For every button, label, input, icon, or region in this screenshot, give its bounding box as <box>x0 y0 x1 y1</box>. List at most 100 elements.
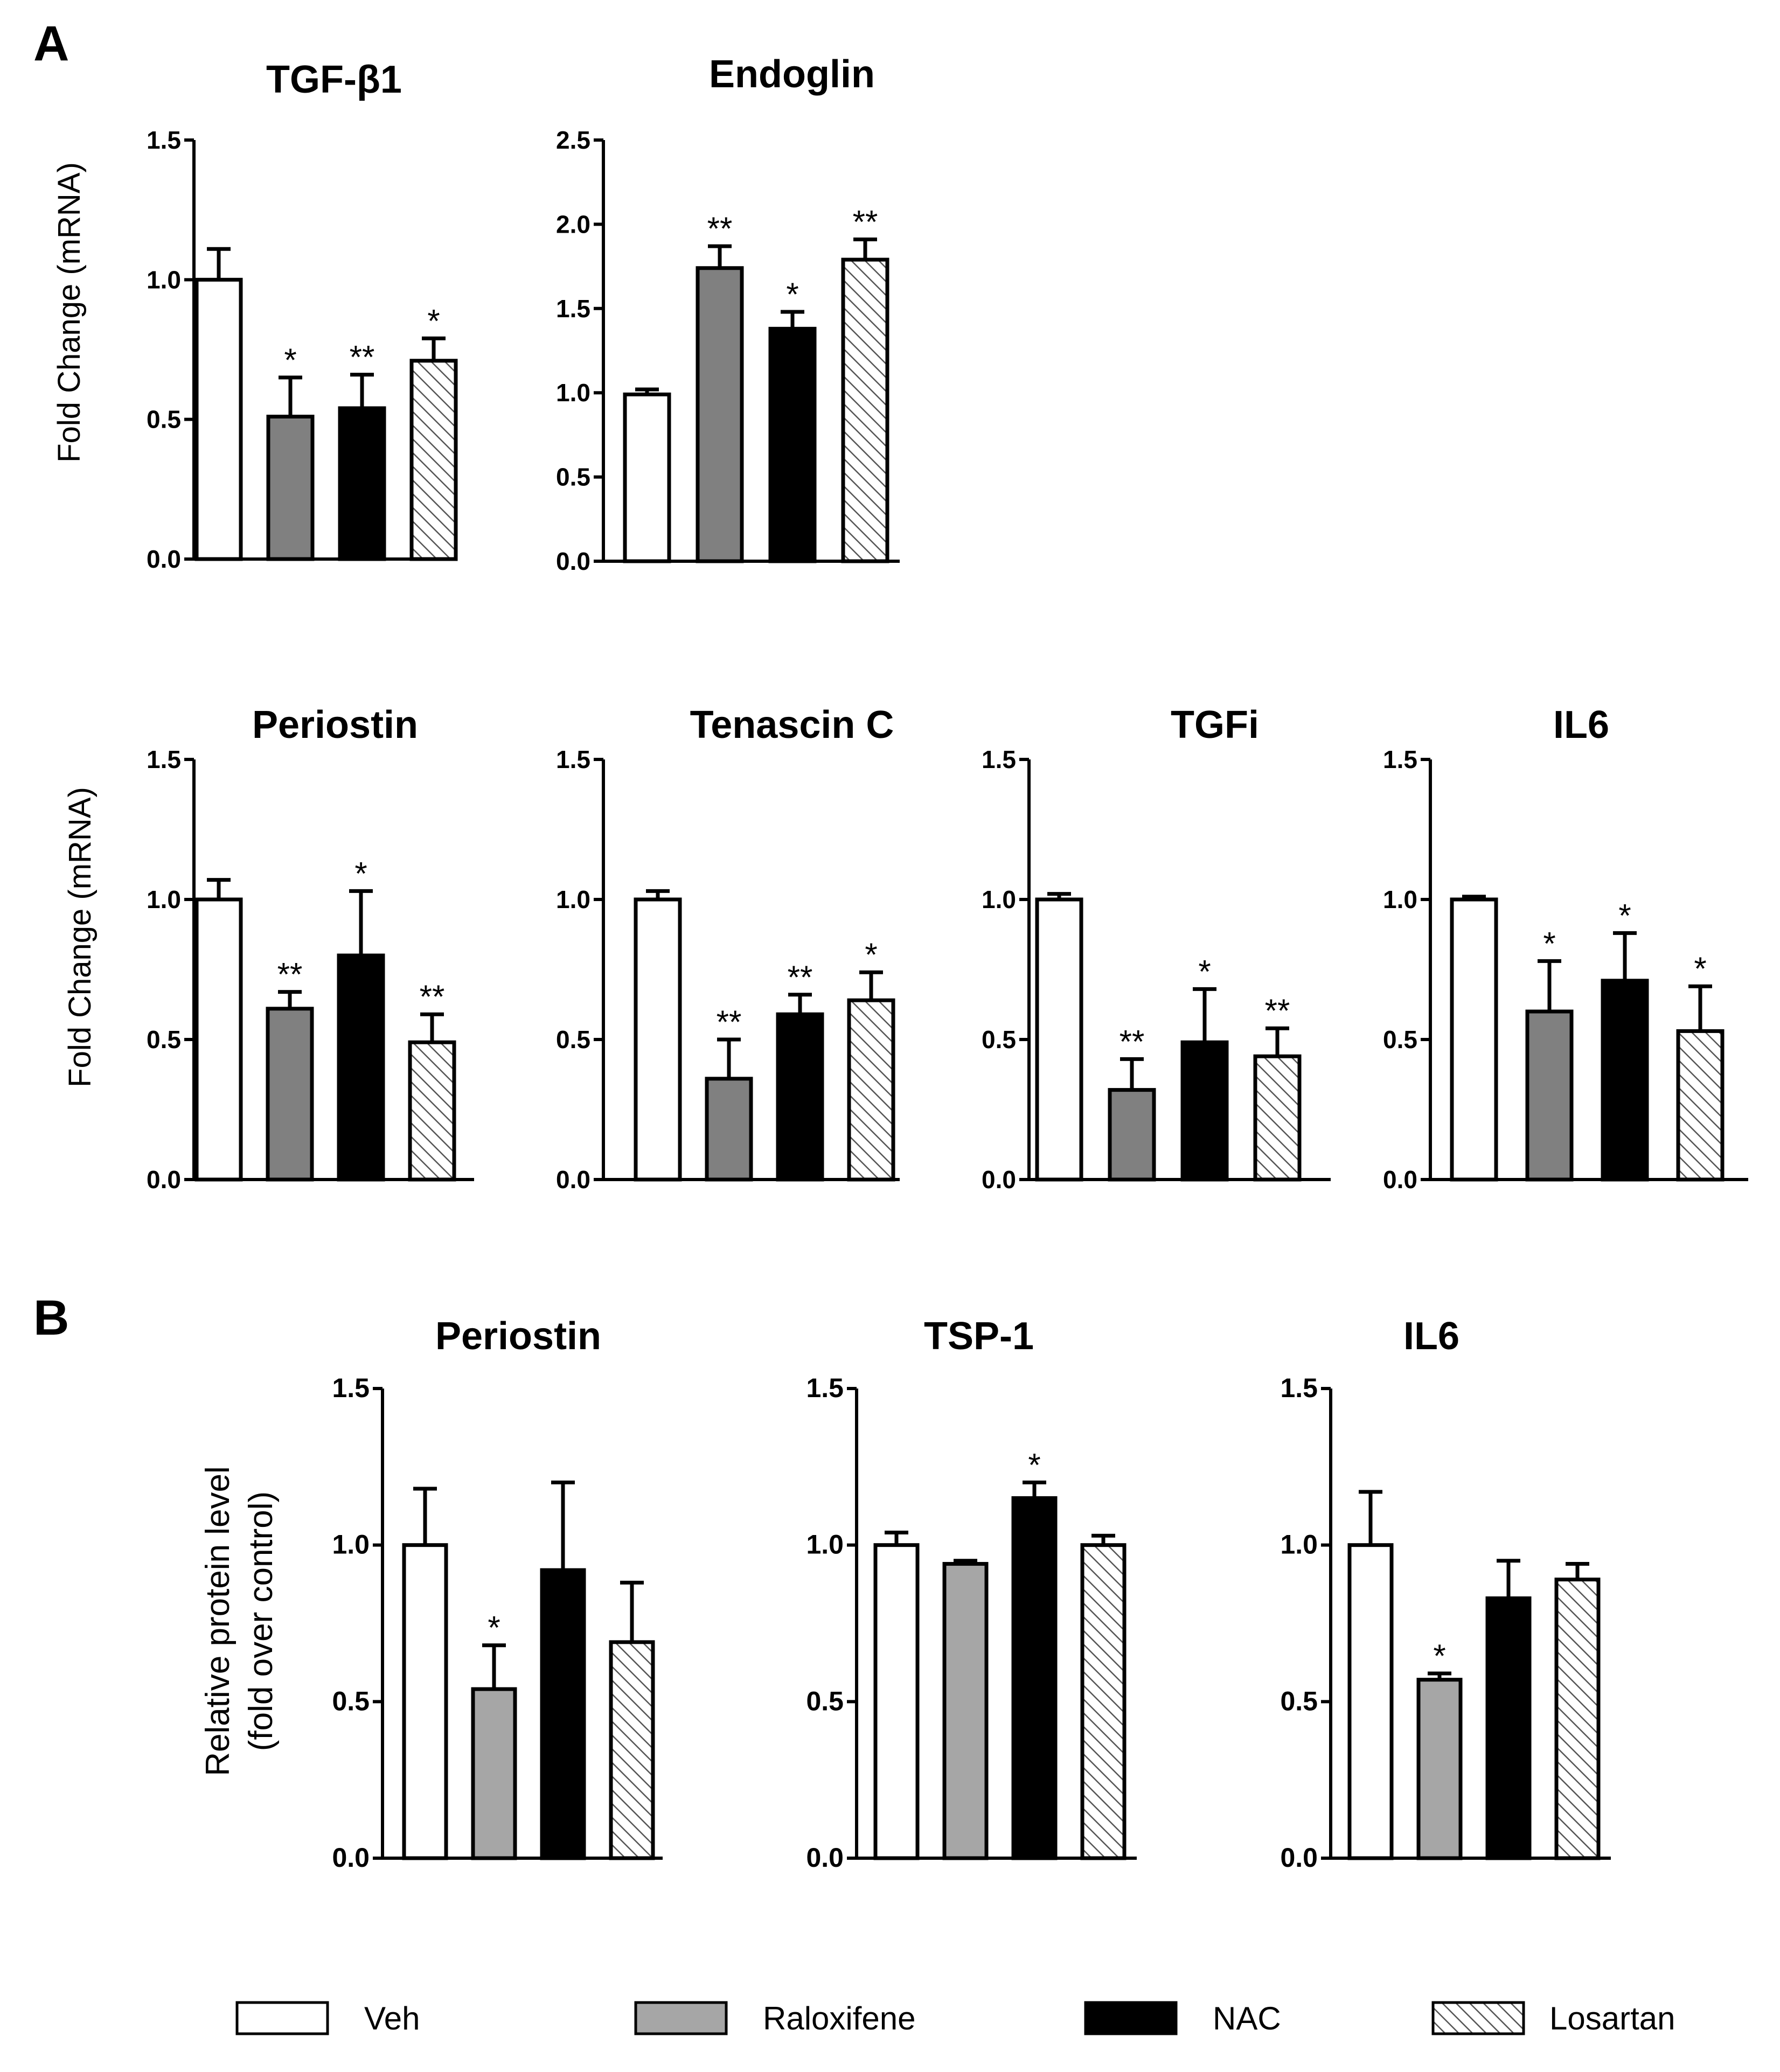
bar-raloxifene <box>705 1077 753 1182</box>
y-tick-label: 0.5 <box>556 1025 590 1054</box>
significance-mark: * <box>427 303 440 339</box>
chart-title: Endoglin <box>709 53 875 96</box>
chart-title: TSP-1 <box>924 1315 1034 1358</box>
bar-nac <box>768 326 817 563</box>
y-tick-label: 1.0 <box>982 885 1016 913</box>
significance-mark: ** <box>1120 1023 1145 1059</box>
significance-mark: * <box>1618 897 1631 933</box>
significance-mark: * <box>488 1610 500 1646</box>
legend-swatch <box>235 2001 329 2035</box>
bar-nac <box>338 406 386 561</box>
panel-label-a: A <box>33 16 69 71</box>
bar-veh <box>402 1543 448 1860</box>
significance-mark: ** <box>707 211 733 247</box>
significance-mark: ** <box>350 339 375 375</box>
y-tick-label: 2.0 <box>556 210 590 238</box>
bar-raloxifene <box>1416 1678 1463 1860</box>
y-tick-label: 1.0 <box>1383 885 1417 913</box>
bar-nac <box>1180 1040 1229 1182</box>
chart-title: IL6 <box>1553 703 1609 747</box>
bar-veh <box>194 277 243 561</box>
y-tick-label: 1.5 <box>1280 1373 1318 1403</box>
y-tick-label: 0.5 <box>806 1686 844 1716</box>
y-tick-label: 1.0 <box>147 266 181 294</box>
chart-6: Periostin 0.0 0.5 1.0 1.5 * <box>332 1315 663 1873</box>
significance-mark: * <box>1433 1638 1445 1674</box>
significance-mark: ** <box>420 979 445 1015</box>
y-tick-label: 0.5 <box>556 463 590 491</box>
y-tick-label: 0.0 <box>1280 1843 1318 1873</box>
chart-3: Tenascin C0.00.51.01.5***** <box>556 703 900 1194</box>
chart-8: IL6 0.0 0.5 1.0 1.5 * <box>1280 1315 1611 1873</box>
bar-veh <box>194 897 243 1182</box>
y-tick-label: 1.5 <box>147 745 181 773</box>
bar-raloxifene <box>471 1687 517 1860</box>
legend-item-veh: Veh <box>235 2000 420 2036</box>
significance-mark: ** <box>853 204 878 240</box>
y-tick-label: 0.0 <box>1383 1166 1417 1194</box>
bar-nac <box>1601 979 1649 1182</box>
chart-title: TGF-β1 <box>266 58 402 101</box>
significance-mark: * <box>786 276 798 312</box>
y-tick-label: 0.0 <box>147 1166 181 1194</box>
bar-nac <box>1011 1496 1058 1860</box>
significance-mark: * <box>284 342 296 378</box>
y-tick-label: 1.5 <box>332 1373 370 1403</box>
y-tick-label: 0.0 <box>147 545 181 573</box>
charts-group: TGF-β10.00.51.01.5* ***Endoglin0.00.51.01… <box>147 53 1748 1873</box>
bar-raloxifene <box>696 266 744 563</box>
chart-title: Periostin <box>252 703 418 747</box>
chart-title: IL6 <box>1403 1315 1459 1358</box>
legend: Veh Raloxifene NAC Losartan <box>235 2000 1675 2036</box>
y-tick-label: 1.5 <box>147 126 181 154</box>
panel-label-b: B <box>33 1290 69 1345</box>
bar-veh <box>634 897 682 1182</box>
chart-0: TGF-β10.00.51.01.5* *** <box>147 58 458 573</box>
y-tick-label: 1.5 <box>556 745 590 773</box>
significance-mark: ** <box>277 957 303 993</box>
chart-title: TGFi <box>1171 703 1259 747</box>
significance-mark: * <box>1028 1447 1040 1483</box>
y-axis-label-row1: Fold Change (mRNA) <box>52 162 87 463</box>
bar-losartan <box>1253 1054 1302 1182</box>
legend-item-losartan: Losartan <box>1431 2000 1675 2036</box>
legend-label: Veh <box>364 2000 420 2036</box>
significance-mark: ** <box>717 1004 742 1040</box>
y-axis-label-protein-line2: (fold over control) <box>242 1491 280 1751</box>
bar-nac <box>776 1012 824 1182</box>
bar-losartan <box>1554 1578 1601 1860</box>
y-tick-label: 0.0 <box>332 1843 370 1873</box>
chart-7: TSP-1 0.0 0.5 1.0 1.5 * <box>806 1315 1137 1873</box>
chart-title: Tenascin C <box>690 703 894 747</box>
y-tick-label: 0.5 <box>332 1686 370 1716</box>
bar-losartan <box>847 998 895 1182</box>
y-tick-label: 1.0 <box>1280 1530 1318 1560</box>
bar-raloxifene <box>942 1562 989 1860</box>
legend-swatch <box>634 2001 728 2035</box>
chart-title: Periostin <box>435 1315 601 1358</box>
y-tick-label: 1.0 <box>806 1530 844 1560</box>
legend-label: NAC <box>1213 2000 1281 2036</box>
bar-losartan <box>409 359 458 561</box>
y-axis-label-protein-line1: Relative protein level <box>199 1466 237 1776</box>
y-tick-label: 1.5 <box>806 1373 844 1403</box>
significance-mark: * <box>1543 925 1555 961</box>
y-tick-label: 1.0 <box>147 885 181 913</box>
bar-veh <box>623 392 671 563</box>
bar-veh <box>873 1543 920 1860</box>
y-tick-label: 0.0 <box>982 1166 1016 1194</box>
significance-mark: * <box>1694 951 1706 987</box>
bar-losartan <box>1080 1543 1127 1860</box>
bar-veh <box>1347 1543 1394 1860</box>
y-tick-label: 1.5 <box>556 295 590 323</box>
bar-raloxifene <box>1525 1009 1574 1182</box>
bar-losartan <box>609 1640 655 1860</box>
significance-mark: * <box>1198 953 1211 989</box>
legend-label: Losartan <box>1549 2000 1675 2036</box>
bar-losartan <box>1676 1029 1725 1182</box>
significance-mark: ** <box>788 959 813 995</box>
y-tick-label: 0.5 <box>1383 1025 1417 1054</box>
y-tick-label: 1.0 <box>556 379 590 407</box>
